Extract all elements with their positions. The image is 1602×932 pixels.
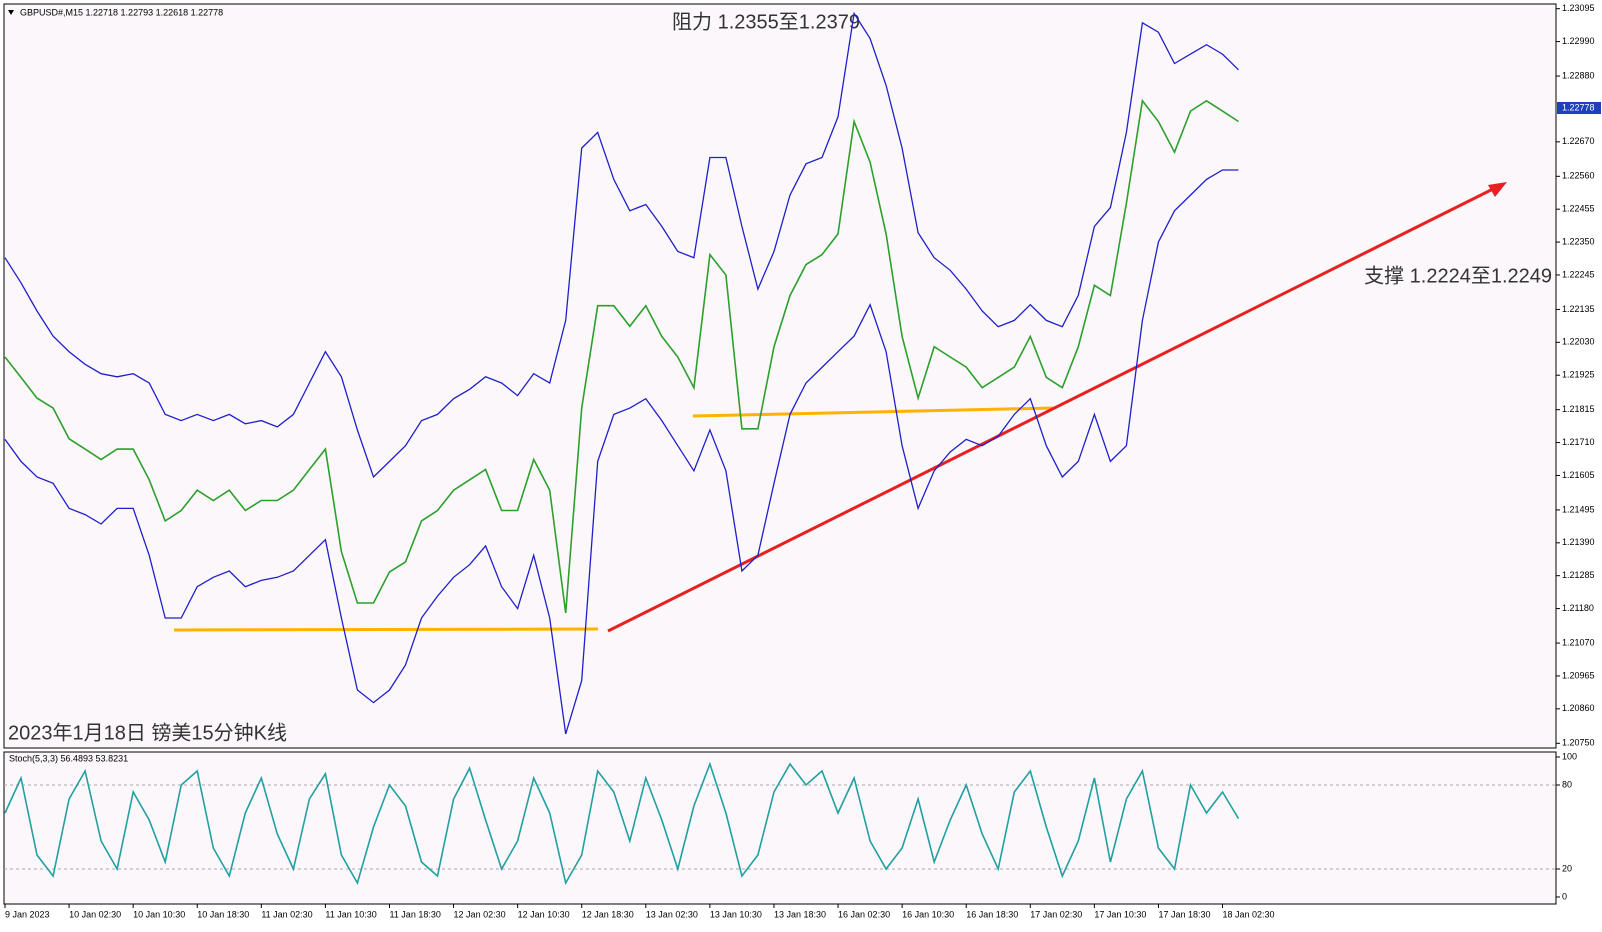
x-tick-label: 10 Jan 18:30 [197, 909, 249, 919]
y-tick-label: 1.21815 [1562, 404, 1595, 414]
y-tick-label: 0 [1562, 891, 1567, 901]
x-tick-label: 18 Jan 02:30 [1223, 909, 1275, 919]
y-tick-label: 1.21390 [1562, 537, 1595, 547]
x-tick-label: 11 Jan 10:30 [325, 909, 376, 919]
chart-caption: 2023年1月18日 镑美15分钟K线 [8, 721, 287, 744]
x-tick-label: 16 Jan 02:30 [838, 909, 890, 919]
band-line [4, 169, 1239, 735]
x-tick-label: 12 Jan 10:30 [518, 909, 570, 919]
trend-arrowhead [1488, 182, 1507, 197]
x-tick-label: 17 Jan 10:30 [1094, 909, 1146, 919]
x-tick-label: 16 Jan 18:30 [966, 909, 1018, 919]
x-tick-label: 16 Jan 10:30 [902, 909, 954, 919]
y-tick-label: 1.22245 [1562, 269, 1595, 279]
y-tick-label: 1.21070 [1562, 637, 1595, 647]
x-tick-label: 17 Jan 02:30 [1030, 909, 1082, 919]
y-tick-label: 1.22030 [1562, 337, 1595, 347]
y-tick-label: 1.22880 [1562, 70, 1595, 80]
current-price-label: 1.22778 [1562, 102, 1595, 112]
price-line [4, 98, 1239, 614]
y-tick-label: 1.21285 [1562, 570, 1595, 580]
x-tick-label: 13 Jan 02:30 [646, 909, 698, 919]
y-tick-label: 1.20965 [1562, 670, 1595, 680]
y-tick-label: 1.22990 [1562, 36, 1595, 46]
x-tick-label: 13 Jan 18:30 [774, 909, 826, 919]
y-tick-label: 1.20860 [1562, 703, 1595, 713]
y-tick-label: 1.22135 [1562, 304, 1595, 314]
main-panel [3, 3, 1557, 749]
y-tick-label: 1.21925 [1562, 370, 1595, 380]
x-tick-label: 10 Jan 02:30 [69, 909, 121, 919]
resistance-note: 阻力 1.2355至1.2379 [672, 10, 860, 33]
stoch-panel [3, 751, 1557, 905]
stoch-label: Stoch(5,3,3) 56.4893 53.8231 [9, 753, 128, 763]
y-tick-label: 1.23095 [1562, 3, 1595, 13]
y-tick-label: 1.21180 [1562, 603, 1594, 613]
y-tick-label: 1.20750 [1562, 738, 1595, 748]
x-tick-label: 12 Jan 18:30 [582, 909, 634, 919]
current-price-box [1557, 102, 1601, 115]
x-tick-label: 12 Jan 02:30 [454, 909, 506, 919]
y-tick-label: 1.22350 [1562, 236, 1595, 246]
band-line [4, 11, 1239, 479]
x-tick-label: 13 Jan 10:30 [710, 909, 762, 919]
y-tick-label: 80 [1562, 779, 1572, 789]
y-tick-label: 1.21605 [1562, 470, 1595, 480]
support-note: 支撑 1.2224至1.2249 [1364, 264, 1552, 287]
y-tick-label: 100 [1562, 751, 1577, 761]
x-tick-label: 17 Jan 18:30 [1158, 909, 1210, 919]
support-level-line [173, 627, 599, 632]
support-level-line [692, 406, 1054, 418]
y-tick-label: 1.22455 [1562, 204, 1595, 214]
menu-triangle [8, 10, 14, 15]
x-tick-label: 10 Jan 10:30 [133, 909, 185, 919]
y-tick-label: 1.22560 [1562, 171, 1595, 181]
x-tick-label: 11 Jan 18:30 [389, 909, 440, 919]
x-tick-label: 11 Jan 02:30 [261, 909, 312, 919]
y-tick-label: 1.21495 [1562, 504, 1595, 514]
price-line [4, 761, 1240, 886]
y-tick-label: 20 [1562, 863, 1572, 873]
x-tick-label: 9 Jan 2023 [5, 909, 50, 919]
symbol-header: GBPUSD#,M15 1.22718 1.22793 1.22618 1.22… [20, 7, 223, 17]
y-tick-label: 1.21710 [1562, 437, 1595, 447]
y-tick-label: 1.22670 [1562, 136, 1595, 146]
